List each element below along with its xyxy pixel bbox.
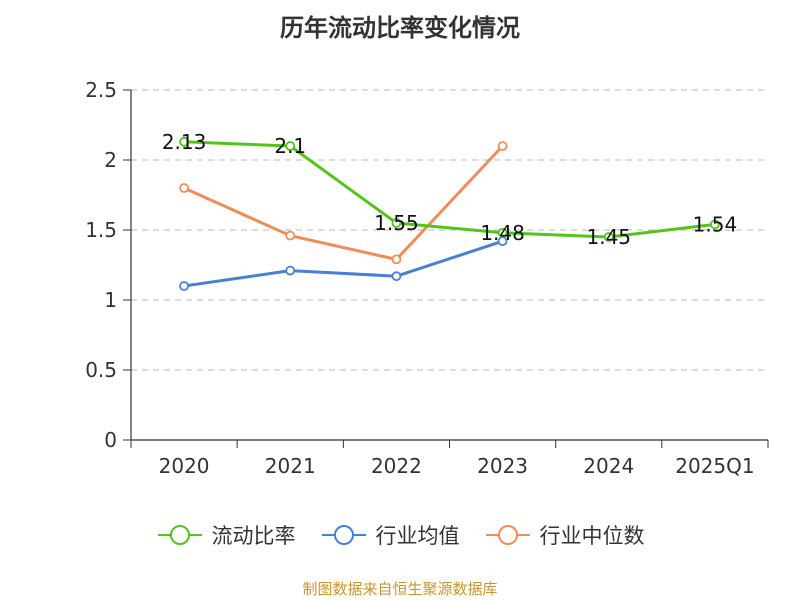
data-point [179, 281, 189, 291]
data-point [710, 219, 720, 230]
legend-label: 流动比率 [211, 524, 296, 548]
x-tick-label: 2021 [265, 454, 316, 478]
data-label: 1.45 [586, 225, 631, 249]
data-label: 1.54 [693, 212, 738, 236]
x-tick-label: 2020 [159, 454, 210, 478]
data-point [285, 230, 296, 241]
data-label: 1.48 [480, 221, 525, 245]
x-tick-label: 2022 [371, 454, 422, 478]
y-tick-label: 2 [104, 148, 117, 172]
legend-label: 行业均值 [375, 524, 460, 548]
legend-marker-icon [485, 525, 530, 545]
data-label: 2.1 [274, 134, 306, 158]
series-line [184, 140, 716, 239]
legend: 流动比率 行业均值 行业中位数 [0, 520, 800, 550]
source-note: 制图数据来自恒生聚源数据库 [302, 580, 498, 598]
y-tick-label: 1.5 [85, 218, 117, 242]
x-tick-label: 2024 [583, 454, 634, 478]
y-tick-label: 1 [104, 288, 117, 312]
legend-marker-icon [157, 525, 202, 545]
legend-item-industry-mean[interactable]: 行业均值 [320, 520, 460, 550]
data-point [497, 141, 508, 151]
legend-item-current-ratio[interactable]: 流动比率 [156, 520, 296, 550]
data-point [285, 141, 296, 151]
data-labels: 2.13 2.1 1.55 1.48 1.45 1.54 [162, 130, 737, 249]
x-tick-label: 2025Q1 [675, 454, 754, 478]
data-label: 2.13 [162, 130, 207, 154]
data-point [391, 218, 402, 228]
data-point [391, 271, 402, 282]
y-tick-label: 0 [104, 428, 117, 452]
legend-marker-icon [321, 525, 366, 545]
series-line [183, 144, 504, 261]
axes: 0 0.5 1 1.5 2 2.5 2020 2021 2022 2023 2024 2025Q1 [85, 78, 769, 478]
chart-title: 历年流动比率变化情况 [280, 14, 520, 42]
data-point [603, 232, 614, 242]
data-point [179, 183, 189, 193]
data-point [179, 136, 189, 147]
y-tick-label: 2.5 [85, 78, 117, 102]
y-tick-label: 0.5 [85, 358, 117, 382]
data-label: 1.55 [374, 211, 419, 235]
line-chart: 0 0.5 1 1.5 2 2.5 2020 2021 2022 2023 2024 2025Q1 2… [85, 78, 769, 478]
data-point [391, 254, 402, 265]
data-point [285, 265, 296, 276]
series-lines [179, 136, 720, 291]
x-tick-label: 2023 [477, 454, 528, 478]
series-line [183, 239, 504, 288]
legend-item-industry-median[interactable]: 行业中位数 [484, 520, 645, 550]
legend-label: 行业中位数 [539, 524, 645, 548]
data-point [497, 227, 508, 238]
